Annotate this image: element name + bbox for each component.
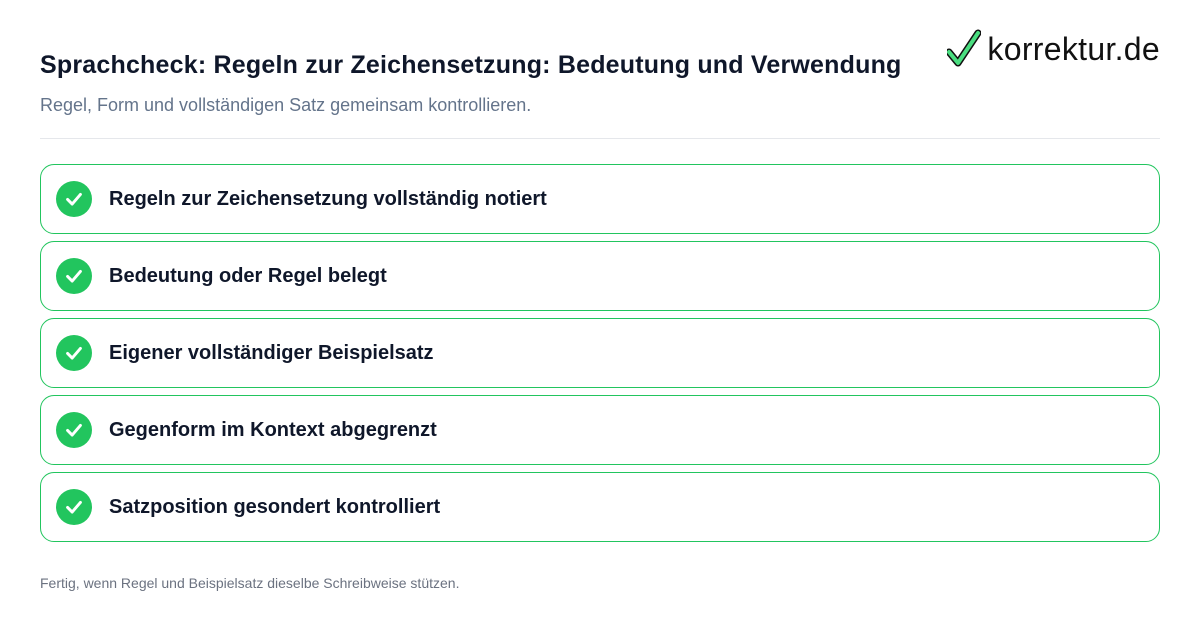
check-circle-icon [56,412,92,448]
checklist-item-label: Eigener vollständiger Beispielsatz [109,342,434,364]
checkmark-icon [947,29,982,67]
checklist-item: Satzposition gesondert kontrolliert [40,472,1160,542]
checklist-item-label: Satzposition gesondert kontrolliert [109,496,441,518]
checklist-item-label: Gegenform im Kontext abgegrenzt [109,419,437,441]
checklist-item: Regeln zur Zeichensetzung vollständig no… [40,164,1160,234]
page-title: Sprachcheck: Regeln zur Zeichensetzung: … [40,51,902,79]
page-subtitle: Regel, Form und vollständigen Satz gemei… [40,95,532,115]
checklist-item-label: Regeln zur Zeichensetzung vollständig no… [109,188,547,210]
page-header: Sprachcheck: Regeln zur Zeichensetzung: … [40,44,1160,117]
checklist-item-label: Bedeutung oder Regel belegt [109,265,387,287]
checklist-item: Gegenform im Kontext abgegrenzt [40,395,1160,465]
checklist-item: Bedeutung oder Regel belegt [40,241,1160,311]
check-circle-icon [56,181,92,217]
check-circle-icon [56,258,92,294]
checklist: Regeln zur Zeichensetzung vollständig no… [40,164,1160,549]
header-divider [40,138,1160,139]
footer-note: Fertig, wenn Regel und Beispielsatz dies… [40,575,460,591]
check-circle-icon [56,335,92,371]
brand-logo[interactable]: korrektur.de [947,29,1160,69]
check-circle-icon [56,489,92,525]
brand-name: korrektur.de [987,31,1160,67]
checklist-item: Eigener vollständiger Beispielsatz [40,318,1160,388]
